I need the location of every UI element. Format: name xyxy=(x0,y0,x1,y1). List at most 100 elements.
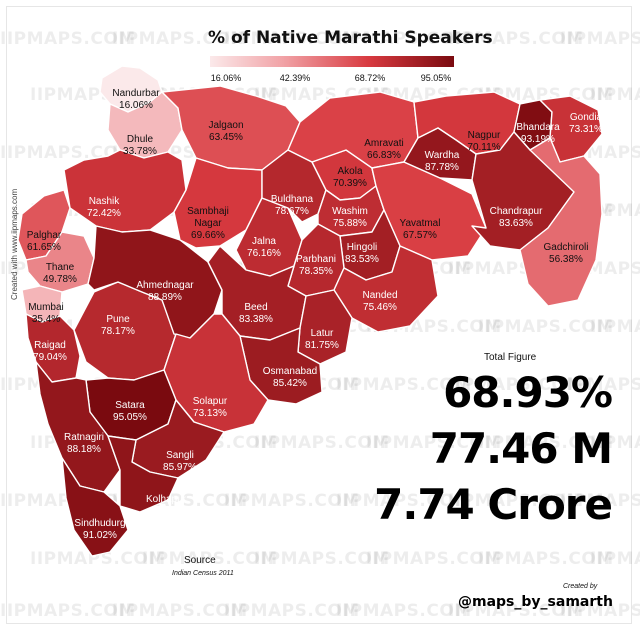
watermark-text: IIPMAPS.COM xyxy=(590,549,640,569)
district-label-nandurbar: Nandurbar 16.06% xyxy=(112,88,160,111)
district-value: 56.38% xyxy=(549,254,583,265)
district-value: 70.39% xyxy=(333,178,367,189)
district-label-washim: Washim 75.88% xyxy=(332,206,368,229)
district-value: 66.83% xyxy=(367,150,401,161)
map-title: % of Native Marathi Speakers xyxy=(208,28,493,48)
district-name: Nagar xyxy=(194,218,222,229)
watermark-text: IIPMAPS.COM xyxy=(254,549,390,569)
district-value: 85.42% xyxy=(273,378,307,389)
watermark-text: IIPMAPS.COM xyxy=(366,433,502,453)
district-name: Parbhani xyxy=(296,254,336,265)
district-label-ahmednagar: Ahmednagar 88.89% xyxy=(136,280,194,303)
district-label-nagpur: Nagpur 70.11% xyxy=(467,130,501,153)
district-name: Sangli xyxy=(166,450,194,461)
total-percent: 68.93% xyxy=(443,368,613,417)
district-name: Nagpur xyxy=(468,130,501,141)
district-label-osmanabad: Osmanabad 85.42% xyxy=(263,366,317,389)
watermark-text: IIPMAPS.COM xyxy=(336,491,472,511)
district-value: 78.17% xyxy=(101,326,135,337)
district-name: Latur xyxy=(311,328,334,339)
district-value: 88.18% xyxy=(67,444,101,455)
district-name: Nashik xyxy=(89,196,121,207)
district-value: 33.78% xyxy=(123,146,157,157)
district-value: 67.57% xyxy=(403,230,437,241)
total-crore: 7.74 Crore xyxy=(374,480,613,529)
district-name: Osmanabad xyxy=(263,366,317,377)
district-label-aurangabad: Sambhaji Nagar 69.66% xyxy=(187,206,229,241)
district-value: 78.35% xyxy=(299,266,333,277)
district-label-yavatmal: Yavatmal 67.57% xyxy=(400,218,441,241)
district-name: Ahmednagar xyxy=(136,280,194,291)
district-name: Beed xyxy=(244,302,267,313)
created-by-label: Created by xyxy=(563,583,598,590)
district-value: 72.42% xyxy=(87,208,121,219)
watermark-text: IIPMAPS.COM xyxy=(30,549,166,569)
watermark-text: IIPMAPS.COM xyxy=(448,601,584,621)
district-name: Bhandara xyxy=(516,122,560,133)
source-value: Indian Census 2011 xyxy=(172,570,234,577)
district-label-akola: Akola 70.39% xyxy=(333,166,367,189)
watermark-text: IIPMAPS.COM xyxy=(336,29,472,49)
district-label-jalna: Jalna 76.16% xyxy=(247,236,281,259)
district-value: 61.65% xyxy=(27,242,61,253)
district-label-gondia: Gondia 73.31% xyxy=(569,112,603,135)
district-label-nashik: Nashik 72.42% xyxy=(87,196,121,219)
district-value: 91.02% xyxy=(83,530,117,541)
district-name: Raigad xyxy=(34,340,66,351)
district-value: 49.78% xyxy=(43,274,77,285)
district-value: 78.67% xyxy=(275,206,309,217)
district-label-chandrapur: Chandrapur 83.63% xyxy=(490,206,543,229)
district-value: 70.11% xyxy=(467,142,500,153)
district-label-parbhani: Parbhani 78.35% xyxy=(296,254,336,277)
district-value: 85.97% xyxy=(163,462,197,473)
district-name: Mumbai xyxy=(28,302,64,313)
watermark-text: IIPMAPS.COM xyxy=(112,29,248,49)
district-label-dhule: Dhule 33.78% xyxy=(123,134,157,157)
watermark-text: IIPMAPS.COM xyxy=(366,549,502,569)
district-name: Akola xyxy=(337,166,362,177)
district-value: 76.16% xyxy=(247,248,281,259)
district-name: Jalna xyxy=(252,236,276,247)
district-name: Gondia xyxy=(570,112,603,123)
total-figure-label: Total Figure xyxy=(484,352,537,363)
district-name: Chandrapur xyxy=(490,206,543,217)
district-name: Satara xyxy=(115,400,145,411)
district-value: 83.53% xyxy=(345,254,379,265)
district-label-ratnagiri: Ratnagiri 88.18% xyxy=(64,432,104,455)
district-name: Sambhaji xyxy=(187,206,229,217)
district-label-wardha: Wardha 87.78% xyxy=(425,150,460,173)
district-value: 73.31% xyxy=(569,124,603,135)
watermark-text: IIPMAPS.COM xyxy=(590,201,640,221)
district-value: 87.78% xyxy=(425,162,459,173)
district-value: 75.46% xyxy=(363,302,397,313)
district-name: Sindhudurg xyxy=(74,518,125,529)
district-label-latur: Latur 81.75% xyxy=(305,328,339,351)
legend-gradient-bar xyxy=(210,56,454,67)
district-label-sindhudurg: Sindhudurg 91.02% xyxy=(74,518,125,541)
district-label-buldhana: Buldhana 78.67% xyxy=(271,194,314,217)
district-shapes xyxy=(17,65,603,557)
district-value: 81.75% xyxy=(305,340,339,351)
watermark-text: IIPMAPS.COM xyxy=(560,491,640,511)
watermark-text: IIPMAPS.COM xyxy=(112,601,248,621)
district-name: Kolhapur xyxy=(146,494,187,505)
author-handle: @maps_by_samarth xyxy=(458,594,613,610)
district-name: Thane xyxy=(46,262,75,273)
watermark-text: IIPMAPS.COM xyxy=(448,375,584,395)
district-name: Hingoli xyxy=(347,242,378,253)
watermark-text: IIPMAPS.COM xyxy=(448,29,584,49)
district-value: 35.4% xyxy=(32,314,60,325)
district-name: Washim xyxy=(332,206,368,217)
district-name: Amravati xyxy=(364,138,403,149)
watermark-text: IIPMAPS.COM xyxy=(0,29,136,49)
district-label-thane: Thane 49.78% xyxy=(43,262,77,285)
district-value: 79.04% xyxy=(33,352,67,363)
district-label-satara: Satara 95.05% xyxy=(113,400,147,423)
watermark-text: IIPMAPS.COM xyxy=(448,491,584,511)
legend-tick-3: 68.72% xyxy=(354,73,386,83)
district-raigad xyxy=(25,313,81,383)
district-value: 83.63% xyxy=(499,218,533,229)
watermark-text: IIPMAPS.COM xyxy=(224,29,360,49)
watermark-text: IIPMAPS.COM xyxy=(590,433,640,453)
district-labels: Nandurbar 16.06% Dhule 33.78% Jalgaon 63.45% N… xyxy=(27,88,603,541)
